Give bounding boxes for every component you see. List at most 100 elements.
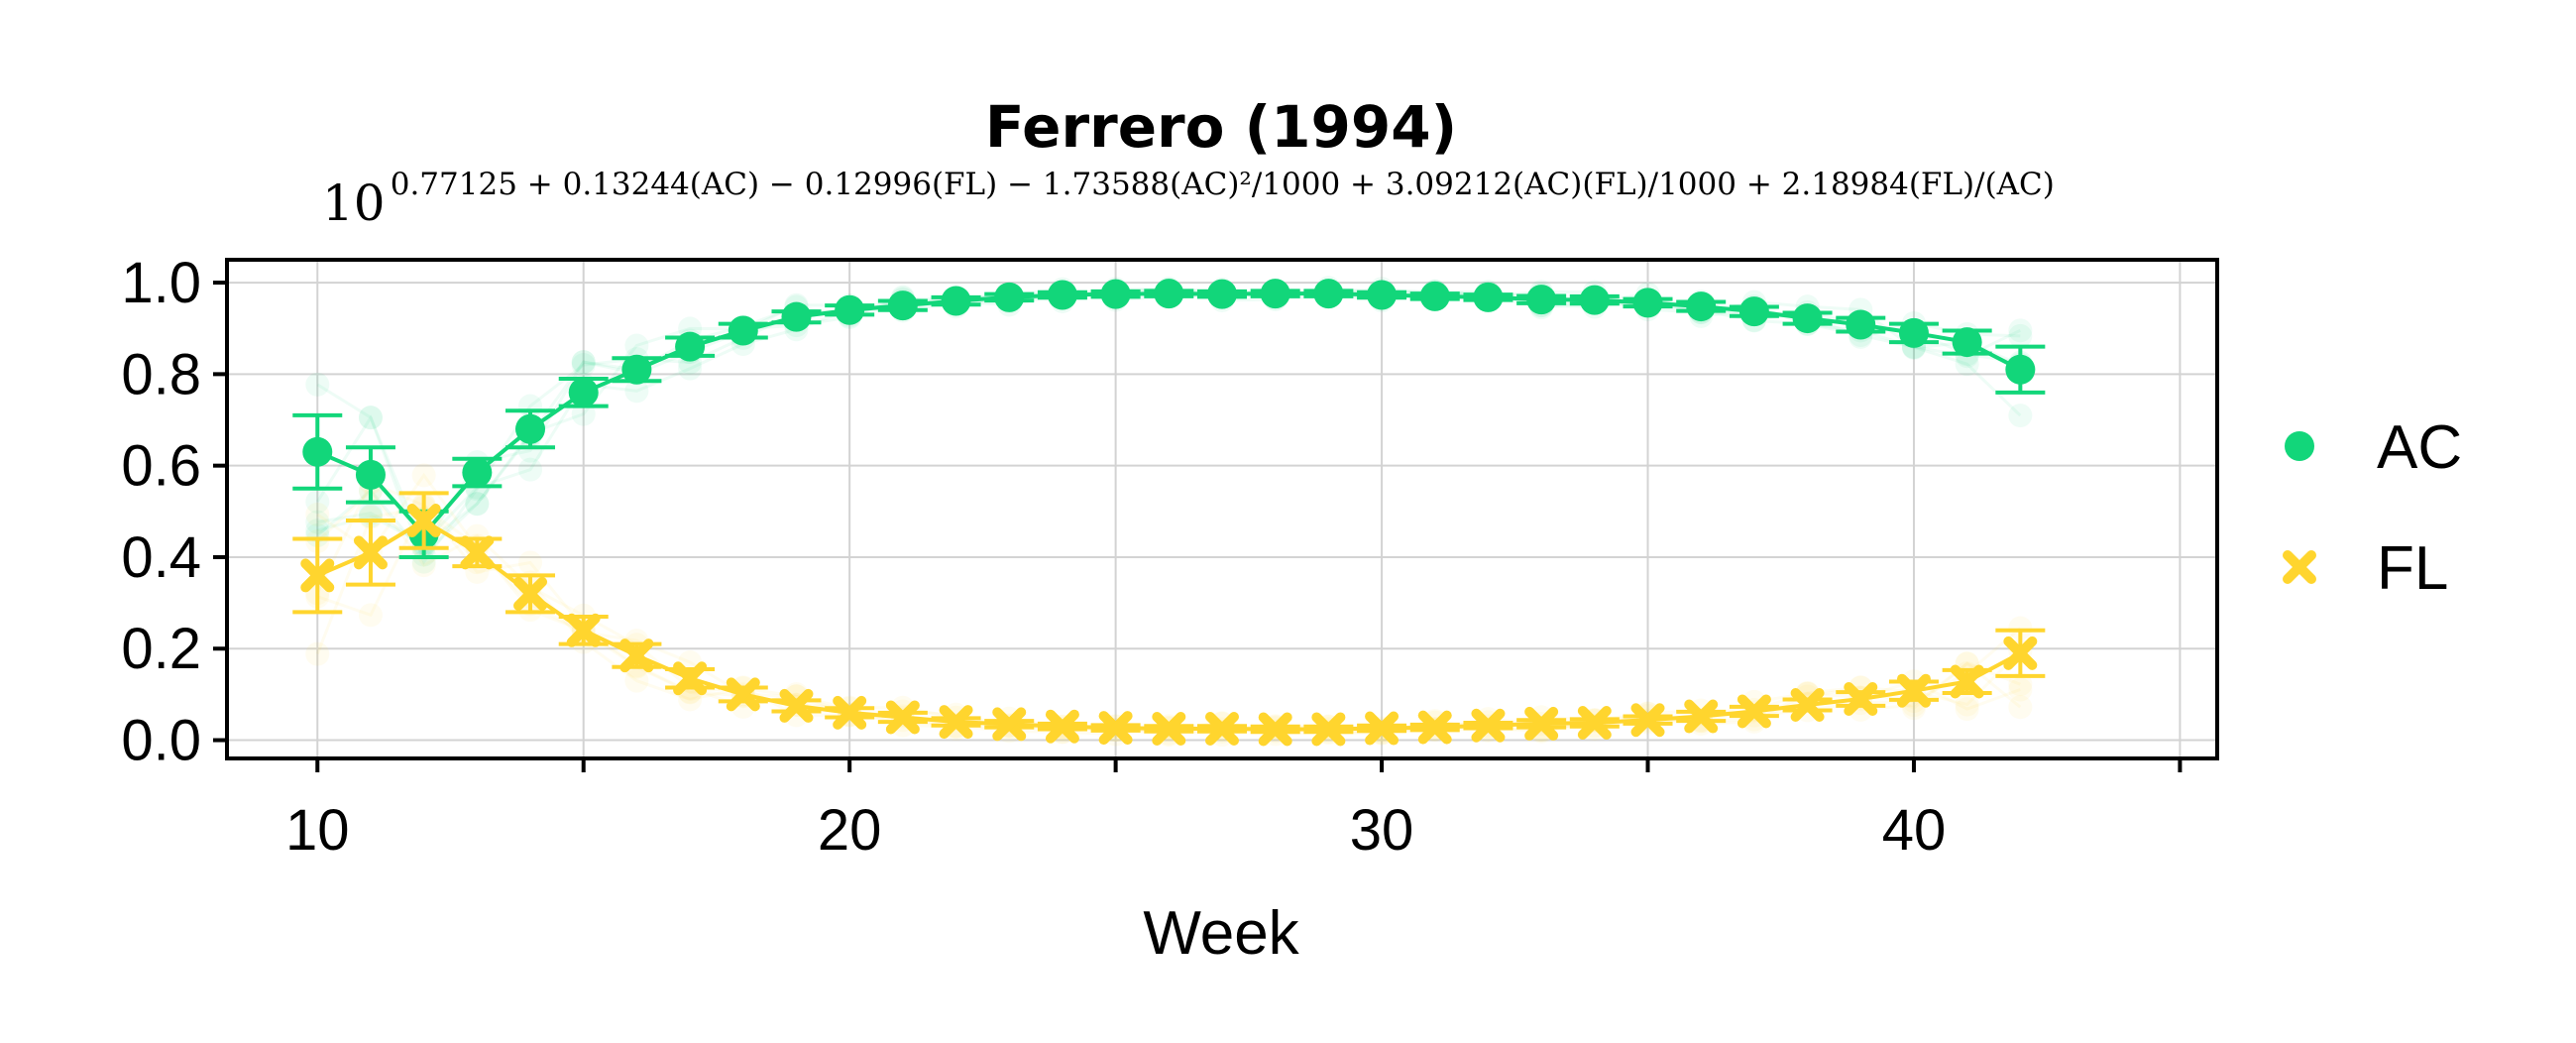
data-point <box>1205 712 1239 747</box>
faint-point <box>518 457 543 482</box>
data-point <box>302 436 333 467</box>
data-point <box>353 535 388 570</box>
data-point <box>300 558 335 593</box>
faint-point <box>1955 692 1979 717</box>
series-fl <box>292 491 2046 747</box>
faint-point <box>305 523 330 548</box>
data-point <box>462 457 493 488</box>
data-point <box>728 315 758 346</box>
faint-point <box>465 492 490 517</box>
faint-point <box>2008 695 2033 720</box>
y-tick-label: 0.8 <box>121 342 201 406</box>
data-point <box>460 535 495 570</box>
data-point <box>1258 712 1292 747</box>
data-point <box>833 695 867 730</box>
faint-point <box>358 406 383 430</box>
data-point <box>1047 280 1077 310</box>
data-point <box>887 290 918 321</box>
faint-point <box>305 641 330 666</box>
faint-point <box>411 463 436 488</box>
data-point <box>1736 694 1771 729</box>
data-point <box>673 661 708 696</box>
y-tick-label: 1.0 <box>121 251 201 315</box>
x-tick-label: 30 <box>1350 798 1414 863</box>
plot-frame <box>225 258 2219 760</box>
y-tick-label: 0.4 <box>121 525 201 590</box>
data-point <box>1365 711 1400 746</box>
subtitle-base: 10 <box>322 174 386 232</box>
data-point <box>1311 712 1346 747</box>
faint-point <box>358 406 383 430</box>
faint-point <box>2008 677 2033 702</box>
data-point <box>1473 282 1504 312</box>
data-point <box>1738 296 1769 327</box>
data-point <box>941 286 971 316</box>
faint-point <box>2008 672 2033 697</box>
data-point <box>1952 327 1982 358</box>
data-point <box>1792 303 1823 334</box>
legend-label: AC <box>2377 413 2462 482</box>
data-point <box>1152 712 1186 747</box>
data-point <box>1419 281 1450 311</box>
data-point <box>1207 279 1237 309</box>
data-point <box>1950 664 1984 699</box>
data-point <box>1579 285 1610 315</box>
faint-point <box>358 505 383 529</box>
data-point <box>1686 291 1717 322</box>
data-point <box>1630 703 1665 738</box>
y-axis: 0.0 0.2 0.4 0.6 0.8 1.0 <box>121 251 227 773</box>
y-tick-label: 0.6 <box>121 434 201 499</box>
x-axis-label: Week <box>1143 899 1299 968</box>
faint-point <box>305 519 330 543</box>
legend-marker <box>2285 431 2314 461</box>
data-point <box>1844 682 1878 717</box>
data-point <box>1526 285 1557 315</box>
legend-label: FL <box>2377 534 2448 603</box>
data-point <box>513 576 548 611</box>
data-point <box>1896 673 1931 708</box>
data-point <box>619 638 654 673</box>
data-point <box>1632 288 1663 318</box>
data-point <box>726 677 760 712</box>
faint-point <box>518 550 543 575</box>
data-point <box>1898 317 1929 348</box>
legend-marker <box>2283 550 2316 584</box>
faint-point <box>624 379 649 404</box>
series-ac <box>292 279 2046 559</box>
faint-point <box>2008 323 2033 348</box>
data-point <box>779 688 814 723</box>
faint-point <box>678 687 703 712</box>
data-point <box>939 705 973 740</box>
x-tick-label: 10 <box>285 798 350 863</box>
legend-item-ac: AC <box>2285 413 2462 482</box>
y-tick-label: 0.0 <box>121 709 201 773</box>
x-axis: 10 20 30 40 <box>285 758 2183 863</box>
subtitle-exponent: 0.77125 + 0.13244(AC) − 0.12996(FL) − 1.… <box>391 167 2055 202</box>
chart-title: Ferrero (1994) <box>985 93 1457 161</box>
data-point <box>515 413 546 444</box>
faint-point <box>2008 404 2033 428</box>
faint-point <box>2008 616 2033 640</box>
faint-point <box>358 603 383 628</box>
faint-point <box>678 356 703 381</box>
data-point <box>621 354 652 385</box>
data-point <box>1100 279 1131 309</box>
data-point <box>568 377 599 407</box>
data-point <box>355 459 386 490</box>
faint-trace <box>316 287 2022 565</box>
faint-point <box>305 372 330 397</box>
data-point <box>1790 688 1825 723</box>
faint-point <box>624 668 649 693</box>
faint-trace <box>316 286 2021 557</box>
background-traces <box>305 276 2033 748</box>
data-point <box>1367 280 1398 310</box>
faint-point <box>518 438 543 463</box>
data-point <box>2003 636 2038 670</box>
data-point <box>675 331 706 362</box>
y-tick-label: 0.2 <box>121 617 201 681</box>
faint-point <box>624 333 649 358</box>
data-point <box>1045 709 1079 744</box>
faint-point <box>305 502 330 526</box>
data-point <box>1577 706 1612 741</box>
